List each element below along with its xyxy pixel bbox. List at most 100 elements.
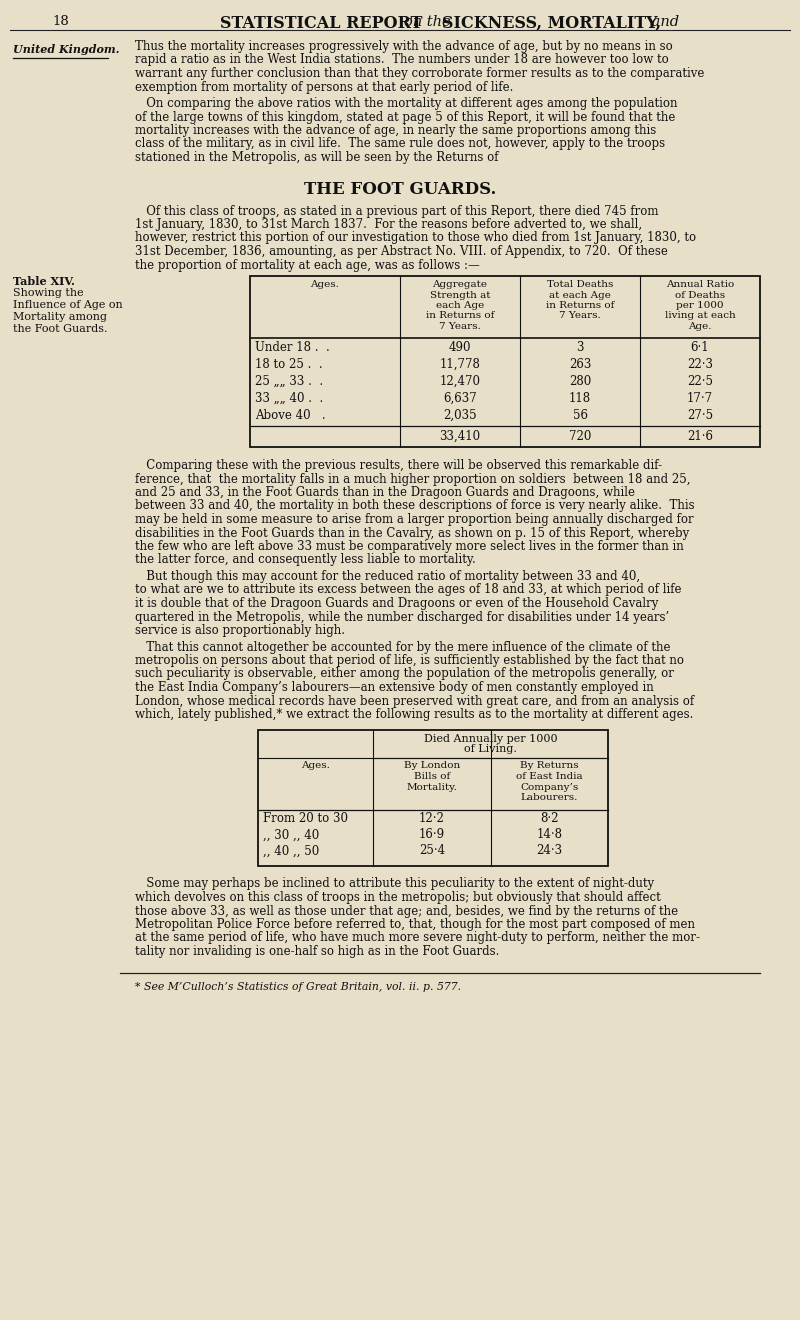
Text: metropolis on persons about that period of life, is sufficiently established by : metropolis on persons about that period … bbox=[135, 653, 684, 667]
Text: THE FOOT GUARDS.: THE FOOT GUARDS. bbox=[304, 181, 496, 198]
Text: ,, 40 ,, 50: ,, 40 ,, 50 bbox=[263, 845, 319, 858]
Text: such peculiarity is observable, either among the population of the metropolis ge: such peculiarity is observable, either a… bbox=[135, 668, 674, 681]
Text: exemption from mortality of persons at that early period of life.: exemption from mortality of persons at t… bbox=[135, 81, 514, 94]
Text: rapid a ratio as in the West India stations.  The numbers under 18 are however t: rapid a ratio as in the West India stati… bbox=[135, 54, 669, 66]
Text: Of this class of troops, as stated in a previous part of this Report, there died: Of this class of troops, as stated in a … bbox=[135, 205, 658, 218]
Text: Total Deaths: Total Deaths bbox=[547, 280, 613, 289]
Text: Ages.: Ages. bbox=[301, 762, 330, 771]
Text: ,, 30 ,, 40: ,, 30 ,, 40 bbox=[263, 829, 319, 842]
Text: 16·9: 16·9 bbox=[419, 829, 445, 842]
Text: ference, that  the mortality falls in a much higher proportion on soldiers  betw: ference, that the mortality falls in a m… bbox=[135, 473, 690, 486]
Text: 31st December, 1836, amounting, as per Abstract No. VIII. of Appendix, to 720.  : 31st December, 1836, amounting, as per A… bbox=[135, 246, 668, 257]
Text: 24·3: 24·3 bbox=[537, 845, 562, 858]
Text: Company’s: Company’s bbox=[520, 783, 578, 792]
Text: between 33 and 40, the mortality in both these descriptions of force is very nea: between 33 and 40, the mortality in both… bbox=[135, 499, 694, 512]
Text: By Returns: By Returns bbox=[520, 762, 579, 771]
Text: 8·2: 8·2 bbox=[540, 813, 558, 825]
Text: quartered in the Metropolis, while the number discharged for disabilities under : quartered in the Metropolis, while the n… bbox=[135, 610, 670, 623]
Text: Died Annually per 1000: Died Annually per 1000 bbox=[424, 734, 558, 743]
Text: the Foot Guards.: the Foot Guards. bbox=[13, 323, 107, 334]
Text: disabilities in the Foot Guards than in the Cavalry, as shown on p. 15 of this R: disabilities in the Foot Guards than in … bbox=[135, 527, 690, 540]
Text: living at each: living at each bbox=[665, 312, 735, 321]
Text: 33,410: 33,410 bbox=[439, 430, 481, 444]
Text: tality nor invaliding is one-half so high as in the Foot Guards.: tality nor invaliding is one-half so hig… bbox=[135, 945, 499, 958]
Text: per 1000: per 1000 bbox=[676, 301, 724, 310]
Text: 280: 280 bbox=[569, 375, 591, 388]
Text: That this cannot altogether be accounted for by the mere influence of the climat: That this cannot altogether be accounted… bbox=[135, 640, 670, 653]
Text: at each Age: at each Age bbox=[549, 290, 611, 300]
Text: the proportion of mortality at each age, was as follows :—: the proportion of mortality at each age,… bbox=[135, 259, 480, 272]
Text: Showing the: Showing the bbox=[13, 288, 84, 298]
Text: Comparing these with the previous results, there will be observed this remarkabl: Comparing these with the previous result… bbox=[135, 459, 662, 473]
Text: and: and bbox=[647, 15, 679, 29]
Text: Annual Ratio: Annual Ratio bbox=[666, 280, 734, 289]
Text: on the: on the bbox=[404, 15, 455, 29]
Text: Some may perhaps be inclined to attribute this peculiarity to the extent of nigh: Some may perhaps be inclined to attribut… bbox=[135, 878, 654, 891]
Text: 1st January, 1830, to 31st March 1837.  For the reasons before adverted to, we s: 1st January, 1830, to 31st March 1837. F… bbox=[135, 218, 642, 231]
Text: Under 18 .  .: Under 18 . . bbox=[255, 341, 330, 354]
Text: in Returns of: in Returns of bbox=[546, 301, 614, 310]
Text: 2,035: 2,035 bbox=[443, 409, 477, 422]
Text: service is also proportionably high.: service is also proportionably high. bbox=[135, 624, 345, 638]
Text: warrant any further conclusion than that they corroborate former results as to t: warrant any further conclusion than that… bbox=[135, 67, 704, 81]
Text: 490: 490 bbox=[449, 341, 471, 354]
Text: 14·8: 14·8 bbox=[537, 829, 562, 842]
Text: of the large towns of this kingdom, stated at page 5 of this Report, it will be : of the large towns of this kingdom, stat… bbox=[135, 111, 675, 124]
Text: which devolves on this class of troops in the metropolis; but obviously that sho: which devolves on this class of troops i… bbox=[135, 891, 661, 904]
Text: Above 40   .: Above 40 . bbox=[255, 409, 326, 422]
Text: 7 Years.: 7 Years. bbox=[559, 312, 601, 321]
Bar bbox=[258, 730, 608, 866]
Text: the latter force, and consequently less liable to mortality.: the latter force, and consequently less … bbox=[135, 553, 476, 566]
Text: may be held in some measure to arise from a larger proportion being annually dis: may be held in some measure to arise fro… bbox=[135, 513, 694, 525]
Text: 6,637: 6,637 bbox=[443, 392, 477, 405]
Text: 25·4: 25·4 bbox=[419, 845, 445, 858]
Text: 118: 118 bbox=[569, 392, 591, 405]
Text: of Living.: of Living. bbox=[464, 744, 517, 755]
Text: 56: 56 bbox=[573, 409, 587, 422]
Text: 27·5: 27·5 bbox=[687, 409, 713, 422]
Text: Mortality.: Mortality. bbox=[406, 783, 458, 792]
Text: it is double that of the Dragoon Guards and Dragoons or even of the Household Ca: it is double that of the Dragoon Guards … bbox=[135, 597, 658, 610]
Text: at the same period of life, who have much more severe night-duty to perform, nei: at the same period of life, who have muc… bbox=[135, 932, 700, 945]
Text: 7 Years.: 7 Years. bbox=[439, 322, 481, 331]
Text: 263: 263 bbox=[569, 358, 591, 371]
Text: 720: 720 bbox=[569, 430, 591, 444]
Text: 25 „„ 33 .  .: 25 „„ 33 . . bbox=[255, 375, 323, 388]
Text: 12,470: 12,470 bbox=[439, 375, 481, 388]
Text: 18: 18 bbox=[52, 15, 69, 28]
Text: mortality increases with the advance of age, in nearly the same proportions amon: mortality increases with the advance of … bbox=[135, 124, 656, 137]
Text: Table XIV.: Table XIV. bbox=[13, 276, 75, 286]
Text: Age.: Age. bbox=[688, 322, 712, 331]
Text: Aggregate: Aggregate bbox=[433, 280, 487, 289]
Text: United Kingdom.: United Kingdom. bbox=[13, 44, 119, 55]
Text: 22·3: 22·3 bbox=[687, 358, 713, 371]
Text: Ages.: Ages. bbox=[310, 280, 339, 289]
Text: 33 „„ 40 .  .: 33 „„ 40 . . bbox=[255, 392, 323, 405]
Text: the few who are left above 33 must be comparatively more select lives in the for: the few who are left above 33 must be co… bbox=[135, 540, 684, 553]
Text: 17·7: 17·7 bbox=[687, 392, 713, 405]
Text: class of the military, as in civil life.  The same rule does not, however, apply: class of the military, as in civil life.… bbox=[135, 137, 665, 150]
Text: Influence of Age on: Influence of Age on bbox=[13, 300, 122, 310]
Text: Thus the mortality increases progressively with the advance of age, but by no me: Thus the mortality increases progressive… bbox=[135, 40, 673, 53]
Text: SICKNESS, MORTALITY,: SICKNESS, MORTALITY, bbox=[442, 15, 661, 32]
Text: 11,778: 11,778 bbox=[439, 358, 481, 371]
Text: Metropolitan Police Force before referred to, that, though for the most part com: Metropolitan Police Force before referre… bbox=[135, 917, 695, 931]
Text: each Age: each Age bbox=[436, 301, 484, 310]
Bar bbox=[250, 276, 760, 447]
Text: STATISTICAL REPORT: STATISTICAL REPORT bbox=[220, 15, 428, 32]
Text: From 20 to 30: From 20 to 30 bbox=[263, 813, 348, 825]
Text: which, lately published,* we extract the following results as to the mortality a: which, lately published,* we extract the… bbox=[135, 708, 694, 721]
Text: in Returns of: in Returns of bbox=[426, 312, 494, 321]
Text: Strength at: Strength at bbox=[430, 290, 490, 300]
Text: * See M’Culloch’s Statistics of Great Britain, vol. ii. p. 577.: * See M’Culloch’s Statistics of Great Br… bbox=[135, 982, 461, 993]
Text: 22·5: 22·5 bbox=[687, 375, 713, 388]
Text: But though this may account for the reduced ratio of mortality between 33 and 40: But though this may account for the redu… bbox=[135, 570, 640, 583]
Text: those above 33, as well as those under that age; and, besides, we find by the re: those above 33, as well as those under t… bbox=[135, 904, 678, 917]
Text: 6·1: 6·1 bbox=[690, 341, 710, 354]
Text: Labourers.: Labourers. bbox=[521, 793, 578, 803]
Text: of Deaths: of Deaths bbox=[675, 290, 725, 300]
Text: the East India Company’s labourers—an extensive body of men constantly employed : the East India Company’s labourers—an ex… bbox=[135, 681, 654, 694]
Text: London, whose medical records have been preserved with great care, and from an a: London, whose medical records have been … bbox=[135, 694, 694, 708]
Text: By London: By London bbox=[404, 762, 460, 771]
Text: stationed in the Metropolis, as will be seen by the Returns of: stationed in the Metropolis, as will be … bbox=[135, 150, 498, 164]
